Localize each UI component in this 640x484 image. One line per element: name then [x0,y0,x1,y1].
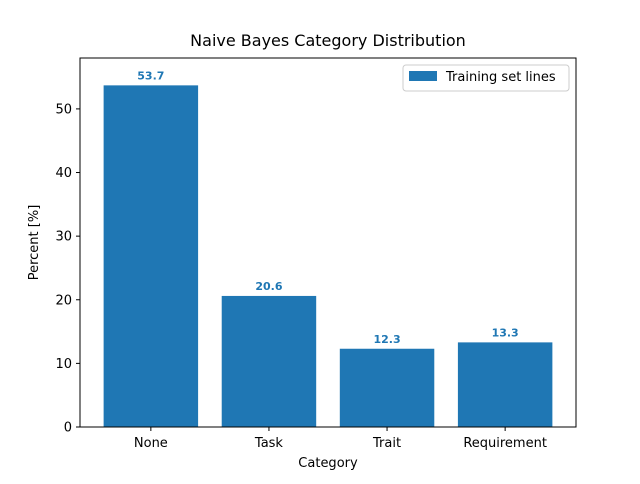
y-tick-label-20: 20 [55,293,72,308]
x-tick-label-requirement: Requirement [463,436,547,451]
x-tick-label-task: Task [254,436,284,451]
bars-group [103,85,553,428]
legend-label: Training set lines [445,70,556,85]
bar-task [221,295,317,427]
x-tick-label-trait: Trait [372,436,401,451]
data-label-task: 20.6 [255,280,282,293]
legend: Training set lines [402,64,570,92]
data-label-requirement: 13.3 [492,326,519,339]
y-tick-label-30: 30 [55,230,72,245]
chart-title: Naive Bayes Category Distribution [190,31,466,50]
x-axis-ticks: None Task Trait Requirement [134,427,547,451]
data-label-none: 53.7 [137,69,164,82]
y-axis-label: Percent [%] [27,205,42,281]
data-labels-group: 53.7 20.6 12.3 13.3 [137,69,518,345]
data-label-trait: 12.3 [373,333,400,346]
y-tick-label-0: 0 [64,421,72,436]
bar-none [103,85,199,428]
y-tick-label-50: 50 [55,102,72,117]
y-tick-label-40: 40 [55,166,72,181]
bar-requirement [457,342,553,427]
x-axis-label: Category [298,456,358,471]
y-tick-label-10: 10 [55,357,72,372]
plot-frame [79,57,577,428]
legend-swatch [409,71,437,81]
y-axis-ticks: 0 10 20 30 40 50 [55,102,80,436]
legend-box [402,64,570,92]
bar-trait [339,348,435,427]
x-tick-label-none: None [134,436,168,451]
